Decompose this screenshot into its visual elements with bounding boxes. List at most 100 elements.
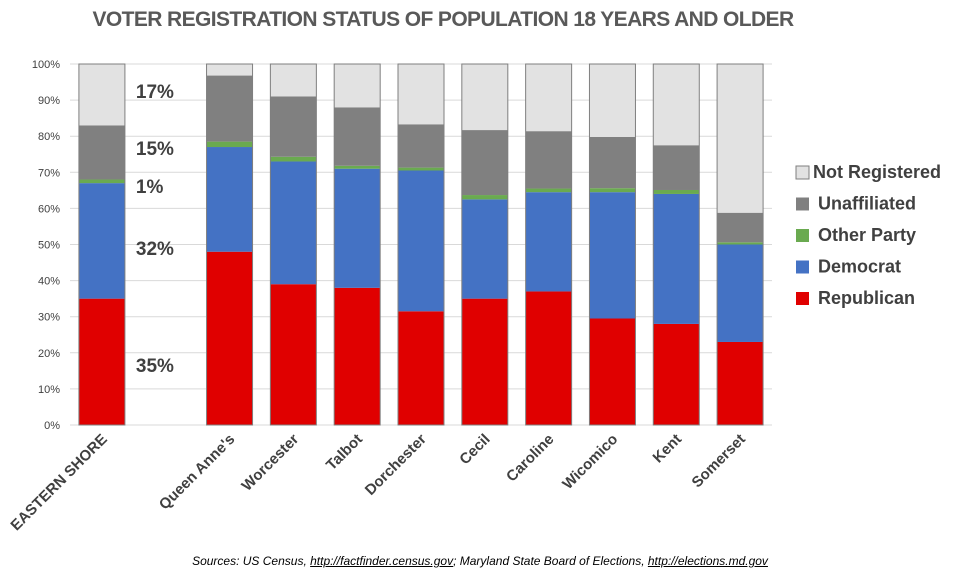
bar-segment-republican [398, 311, 444, 425]
data-label: 15% [136, 139, 174, 160]
bar-segment-unaffiliated [270, 96, 317, 157]
bar-outline [461, 63, 509, 426]
y-tick-label: 50% [38, 240, 60, 252]
y-tick-label: 70% [38, 167, 60, 179]
x-tick-label: Cecil [456, 431, 493, 468]
bar-segment-republican [461, 298, 508, 425]
bar-segment-democrat [206, 147, 253, 252]
bar-segment-not-registered [525, 64, 572, 132]
bar-outline [333, 63, 381, 426]
bar-segment-unaffiliated [717, 212, 764, 243]
data-label: 35% [136, 356, 174, 377]
legend-label: Not Registered [813, 162, 941, 182]
bar-segment-other-party [334, 165, 381, 169]
y-tick-label: 0% [44, 420, 60, 432]
bar-outline [588, 63, 636, 426]
x-tick-label: Kent [650, 431, 686, 467]
bar-stack [269, 63, 317, 426]
bar-stack [333, 63, 381, 426]
bar-outline [525, 63, 573, 426]
bar-segment-not-registered [653, 64, 700, 146]
x-tick-label: Talbot [323, 431, 366, 474]
x-tick-label: Dorchester [362, 431, 430, 499]
legend-swatch [795, 165, 810, 180]
bar-segment-unaffiliated [653, 145, 700, 190]
bar-outline [716, 63, 764, 426]
bar-segment-not-registered [334, 64, 381, 108]
bar-outline [269, 63, 317, 426]
bar-segment-republican [653, 323, 700, 425]
bar-segment-other-party [589, 188, 636, 193]
bar-segment-democrat [334, 168, 381, 288]
source-footer: Sources: US Census, http://factfinder.ce… [0, 554, 960, 568]
bar-segment-democrat [78, 183, 125, 299]
x-tick-label: EASTERN SHORE [7, 431, 110, 534]
bar-stack [397, 63, 445, 426]
y-tick-label: 90% [38, 95, 60, 107]
x-tick-label: Somerset [689, 431, 749, 491]
bar-segment-other-party [717, 242, 764, 245]
bar-outline [397, 63, 445, 426]
legend-swatch [796, 292, 809, 305]
data-label: 32% [136, 239, 174, 260]
source-prefix: Sources: US Census, [192, 554, 311, 568]
bar-segment-not-registered [270, 64, 317, 97]
y-tick-label: 30% [38, 312, 60, 324]
bar-segment-other-party [78, 179, 125, 184]
bar-segment-unaffiliated [589, 136, 636, 189]
bar-segment-democrat [398, 170, 444, 312]
x-tick-label: Worcester [238, 431, 302, 495]
bar-stack [206, 63, 254, 426]
bar-segment-democrat [461, 199, 508, 299]
bar-segment-republican [589, 318, 636, 425]
bar-stack [525, 63, 573, 426]
bar-segment-republican [717, 341, 764, 425]
bar-segment-republican [270, 284, 317, 425]
bar-outline [652, 63, 700, 426]
bar-segment-not-registered [461, 64, 508, 131]
bar-segment-not-registered [78, 64, 125, 126]
bar-segment-other-party [206, 141, 253, 148]
y-tick-label: 10% [38, 384, 60, 396]
bar-stack [78, 63, 126, 426]
legend-label: Democrat [818, 257, 901, 277]
census-link[interactable]: http://factfinder.census.gov [310, 554, 454, 568]
annotations: 17% 15% 1% 32% 35% [136, 82, 174, 377]
y-tick-label: 80% [38, 131, 60, 143]
legend-swatch [796, 260, 809, 274]
bar-segment-other-party [525, 188, 572, 193]
bar-segment-not-registered [206, 64, 253, 76]
y-tick-label: 100% [32, 59, 60, 71]
bar-stack [461, 63, 509, 426]
bar-segment-republican [206, 251, 253, 425]
legend-swatch [796, 197, 809, 211]
x-tick-label: Queen Anne's [156, 431, 239, 514]
y-tick-label: 20% [38, 348, 60, 360]
bar-stack [588, 63, 636, 426]
source-middle: ; Maryland State Board of Elections, [453, 554, 648, 568]
bar-segment-not-registered [398, 64, 444, 125]
x-axis: EASTERN SHORE Queen Anne's Worcester Talbot… [7, 431, 749, 534]
legend: Not Registered Unaffiliated Other Party Dem… [795, 162, 941, 308]
bar-segment-republican [78, 298, 125, 425]
bar-segment-democrat [589, 192, 636, 319]
stacked-bar-chart: VOTER REGISTRATION STATUS OF POPULATION … [7, 8, 941, 534]
bar-stack [716, 63, 764, 426]
bar-outline [78, 63, 126, 426]
x-tick-label: Wicomico [559, 431, 621, 493]
bar-segment-unaffiliated [461, 130, 508, 196]
bar-segment-other-party [398, 167, 444, 171]
bar-segment-unaffiliated [398, 124, 444, 168]
bar-segment-democrat [717, 244, 764, 342]
bar-segment-other-party [653, 189, 700, 194]
y-tick-label: 40% [38, 276, 60, 288]
legend-label: Republican [818, 288, 915, 308]
y-tick-label: 60% [38, 203, 60, 215]
x-tick-label: Caroline [503, 431, 557, 485]
elections-link[interactable]: http://elections.md.gov [647, 554, 768, 568]
chart-title: VOTER REGISTRATION STATUS OF POPULATION … [92, 8, 793, 31]
data-label: 17% [136, 82, 174, 103]
bar-segment-republican [334, 287, 381, 425]
bar-segment-republican [525, 291, 572, 425]
bar-segment-other-party [270, 156, 317, 162]
